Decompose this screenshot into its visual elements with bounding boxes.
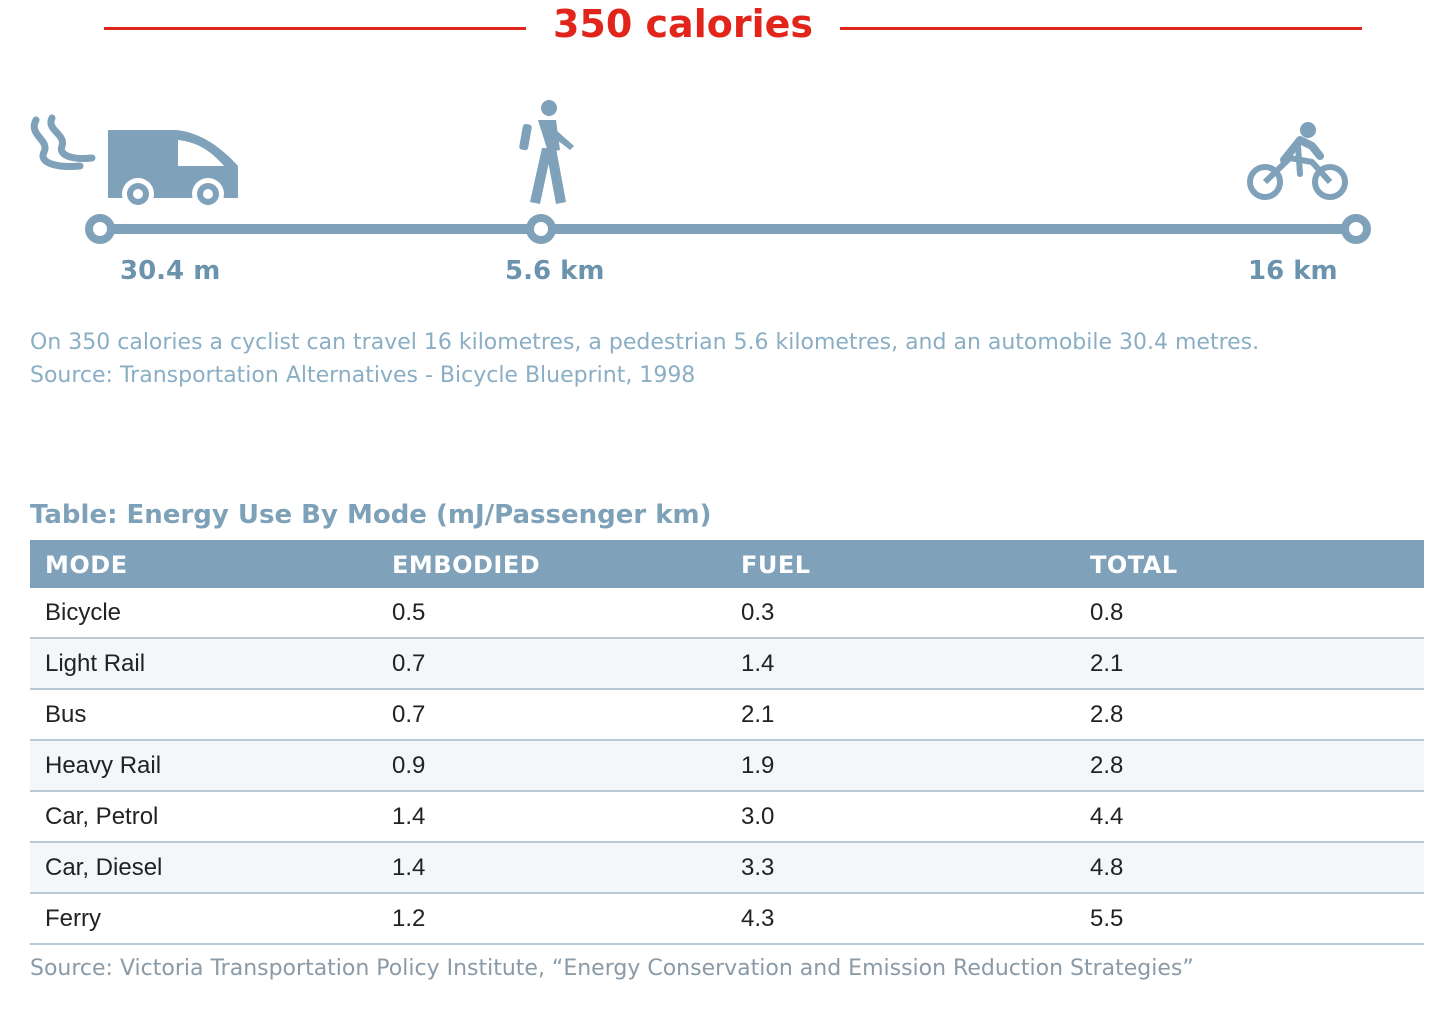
table-row: Car, Petrol 1.4 3.0 4.4 bbox=[30, 792, 1424, 843]
cell-mode: Light Rail bbox=[45, 650, 146, 677]
cell-fuel: 3.3 bbox=[741, 854, 775, 881]
table-title: Table: Energy Use By Mode (mJ/Passenger … bbox=[30, 500, 712, 530]
cell-embodied: 1.4 bbox=[392, 854, 426, 881]
table-row: Car, Diesel 1.4 3.3 4.8 bbox=[30, 843, 1424, 894]
table-source: Source: Victoria Transportation Policy I… bbox=[30, 956, 1194, 981]
distance-label-automobile: 30.4 m bbox=[120, 256, 221, 286]
cell-total: 2.8 bbox=[1090, 701, 1124, 728]
cell-embodied: 0.7 bbox=[392, 701, 426, 728]
table-row: Ferry 1.2 4.3 5.5 bbox=[30, 894, 1424, 945]
scale-marker-start bbox=[85, 214, 115, 244]
page-title: 350 calories bbox=[552, 2, 813, 46]
cell-total: 5.5 bbox=[1090, 905, 1124, 932]
cell-fuel: 2.1 bbox=[741, 701, 775, 728]
column-header-total: TOTAL bbox=[1090, 551, 1178, 579]
distance-scale bbox=[30, 100, 1371, 244]
title-rule-right bbox=[840, 27, 1362, 30]
caption-source: Source: Transportation Alternatives - Bi… bbox=[30, 363, 696, 388]
cell-mode: Car, Diesel bbox=[45, 854, 163, 881]
cyclist-icon bbox=[1247, 122, 1348, 200]
column-header-embodied: EMBODIED bbox=[392, 551, 541, 579]
distance-label-pedestrian: 5.6 km bbox=[505, 256, 605, 286]
cell-embodied: 1.2 bbox=[392, 905, 426, 932]
cell-embodied: 1.4 bbox=[392, 803, 426, 830]
scale-marker-mid bbox=[526, 214, 556, 244]
table-row: Bus 0.7 2.1 2.8 bbox=[30, 690, 1424, 741]
cell-mode: Heavy Rail bbox=[45, 752, 162, 779]
table-row: Light Rail 0.7 1.4 2.1 bbox=[30, 639, 1424, 690]
cell-embodied: 0.7 bbox=[392, 650, 426, 677]
cell-fuel: 3.0 bbox=[741, 803, 775, 830]
table-header-row: MODE EMBODIED FUEL TOTAL bbox=[30, 540, 1424, 588]
distance-label-cyclist: 16 km bbox=[1248, 256, 1338, 286]
cell-embodied: 0.5 bbox=[392, 599, 426, 626]
cell-fuel: 1.4 bbox=[741, 650, 775, 677]
cell-mode: Ferry bbox=[45, 905, 101, 932]
cell-fuel: 0.3 bbox=[741, 599, 775, 626]
column-header-mode: MODE bbox=[45, 551, 128, 579]
cell-mode: Bicycle bbox=[45, 599, 122, 626]
exhaust-fumes-icon bbox=[30, 114, 96, 170]
energy-use-table: MODE EMBODIED FUEL TOTAL Bicycle 0.5 0.3… bbox=[30, 540, 1424, 945]
title-rule-left bbox=[104, 27, 526, 30]
cell-fuel: 4.3 bbox=[741, 905, 775, 932]
cell-embodied: 0.9 bbox=[392, 752, 426, 779]
cell-total: 2.1 bbox=[1090, 650, 1124, 677]
cell-total: 4.8 bbox=[1090, 854, 1124, 881]
cell-total: 0.8 bbox=[1090, 599, 1124, 626]
table-row: Bicycle 0.5 0.3 0.8 bbox=[30, 588, 1424, 639]
scale-marker-end bbox=[1341, 214, 1371, 244]
table-row: Heavy Rail 0.9 1.9 2.8 bbox=[30, 741, 1424, 792]
cell-mode: Bus bbox=[45, 701, 87, 728]
van-icon bbox=[108, 130, 238, 210]
cell-fuel: 1.9 bbox=[741, 752, 775, 779]
cell-mode: Car, Petrol bbox=[45, 803, 159, 830]
column-header-fuel: FUEL bbox=[741, 551, 811, 579]
cell-total: 4.4 bbox=[1090, 803, 1124, 830]
cell-total: 2.8 bbox=[1090, 752, 1124, 779]
walking-person-icon bbox=[519, 100, 574, 204]
caption-text: On 350 calories a cyclist can travel 16 … bbox=[30, 330, 1260, 355]
